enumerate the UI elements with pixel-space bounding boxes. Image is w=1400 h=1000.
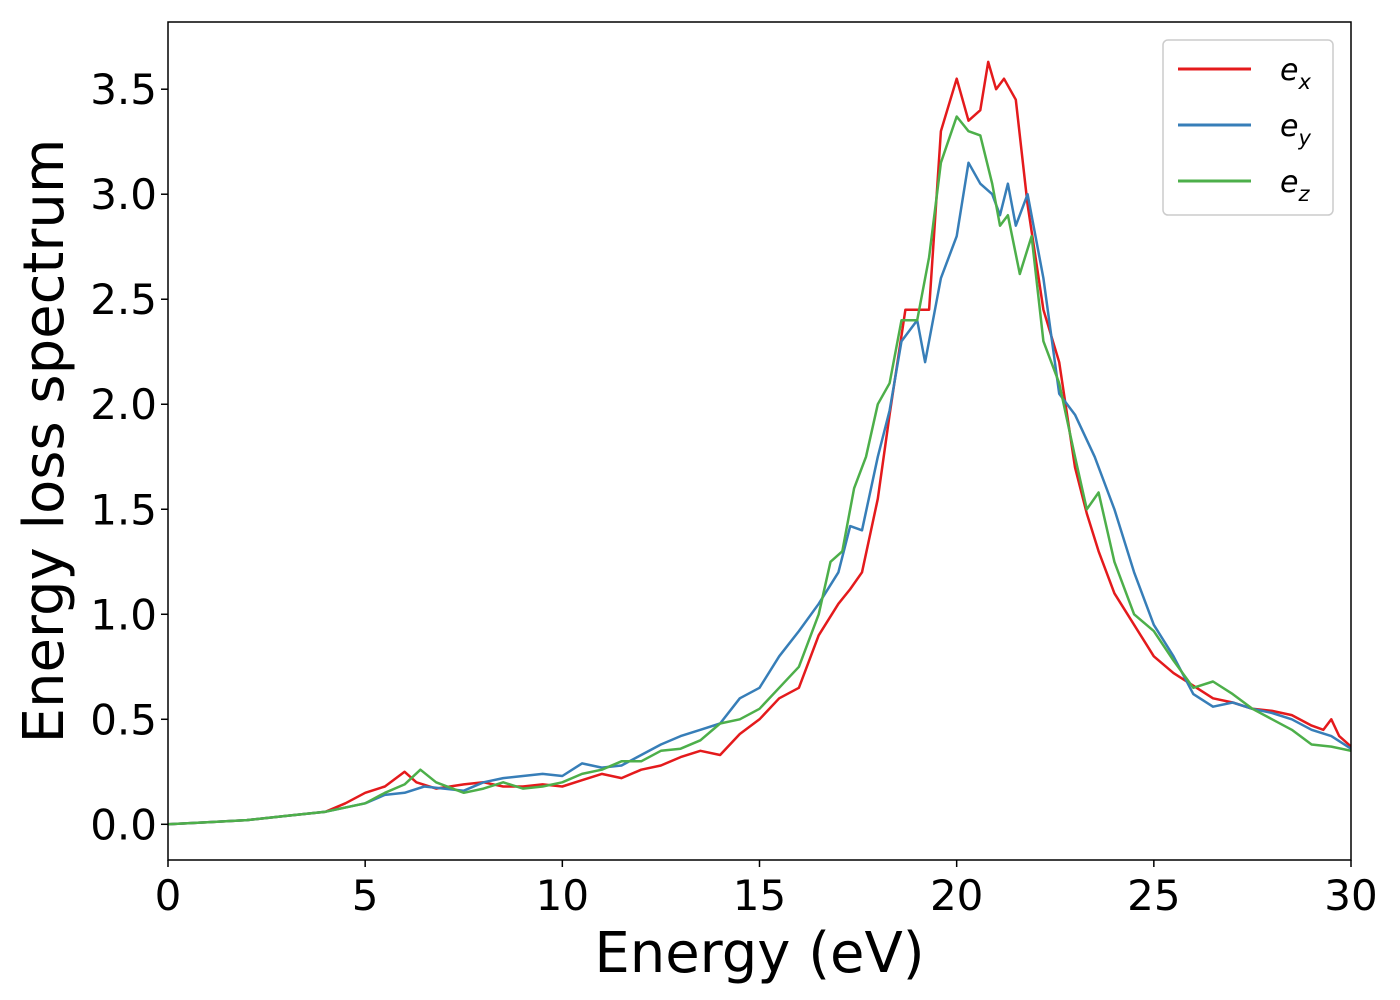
x-tick-label: 10	[536, 871, 589, 920]
y-tick-label: 0.5	[90, 695, 157, 744]
y-axis-title: Energy loss spectrum	[12, 139, 77, 744]
x-tick-label: 25	[1127, 871, 1180, 920]
y-tick-label: 3.0	[90, 170, 157, 219]
x-tick-label: 5	[352, 871, 379, 920]
series-line-z	[168, 115, 1351, 826]
x-axis-ticks: 0 5 10 15 20 25 30	[155, 860, 1378, 920]
legend: ex ey ez	[1162, 39, 1334, 216]
y-axis-ticks: 0.0 0.5 1.0 1.5 2.0 2.5 3.0 3.5	[90, 65, 168, 849]
y-tick-label: 2.0	[90, 380, 157, 429]
legend-box	[1162, 39, 1334, 216]
y-tick-label: 2.5	[90, 275, 157, 324]
y-tick-label: 3.5	[90, 65, 157, 114]
series-line-x	[168, 60, 1351, 826]
y-tick-label: 1.5	[90, 485, 157, 534]
x-axis-title: Energy (eV)	[594, 921, 924, 986]
y-tick-label: 1.0	[90, 590, 157, 639]
legend-label-x: ex	[1280, 53, 1311, 94]
legend-label-z: ez	[1280, 165, 1310, 206]
series-layer	[168, 60, 1351, 826]
x-tick-label: 20	[930, 871, 983, 920]
y-tick-label: 0.0	[90, 800, 157, 849]
x-tick-label: 0	[155, 871, 182, 920]
series-line-y	[168, 161, 1351, 826]
x-tick-label: 15	[733, 871, 786, 920]
x-tick-label: 30	[1324, 871, 1377, 920]
legend-label-y: ey	[1280, 109, 1311, 150]
